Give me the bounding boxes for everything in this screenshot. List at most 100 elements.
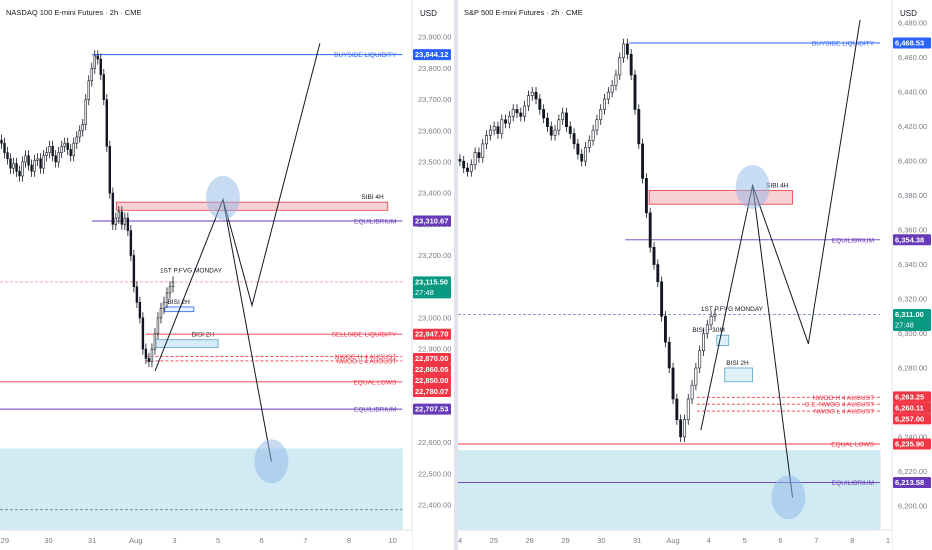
candle-body: [572, 133, 576, 145]
candle-body: [159, 308, 163, 319]
candle-body: [0, 139, 3, 144]
zone-box: [458, 450, 881, 531]
candle-body: [81, 124, 84, 132]
price-tag-bg: [893, 234, 931, 246]
price-tick-label: 23,500.00: [418, 157, 451, 166]
level-label: NWOG L 4 AUGUST: [814, 409, 874, 416]
candle-body: [622, 43, 626, 59]
candle-body: [496, 126, 500, 134]
candle-body: [519, 112, 523, 117]
zone-label: BISI 2H: [726, 360, 749, 367]
target-circle: [771, 475, 806, 520]
price-tag-bg: [893, 402, 931, 414]
candle-body: [96, 55, 99, 60]
candle-body: [530, 91, 534, 96]
candle-body: [660, 281, 664, 317]
candle-body: [132, 255, 136, 288]
target-circle: [205, 175, 240, 220]
time-tick-label: 5: [743, 536, 747, 545]
candle-body: [168, 286, 172, 294]
panel-divider[interactable]: [454, 0, 458, 550]
candle-body: [698, 350, 702, 369]
candle-body: [150, 348, 154, 362]
candle-body: [690, 384, 694, 400]
level-label: C.E. NWOG 4 AUGUST: [805, 402, 874, 409]
candle-body: [102, 74, 105, 100]
candle-body: [591, 129, 595, 141]
level-label: EQUILIBRIUM: [354, 219, 396, 226]
candle-body: [9, 158, 12, 169]
nasdaq-chart-svg[interactable]: SIBI 4H BISI 2H BISI 2H BUYSIDE LIQUIDITY EQ…: [0, 0, 454, 550]
price-tag-bg: [893, 476, 931, 488]
time-tick-label: 30: [597, 536, 605, 545]
level-label: EQUAL LOWS: [831, 441, 874, 448]
candle-body: [542, 109, 546, 119]
level-label: SELLSIDE LIQUIDITY: [332, 332, 397, 339]
price-tag-bg: [413, 215, 451, 227]
candle-body: [120, 211, 124, 225]
price-tag-label: 22,870.00: [415, 354, 448, 363]
time-tick-label: 31: [633, 536, 641, 545]
price-tag-label: 6,263.25: [895, 392, 924, 401]
projection-path: [154, 43, 321, 372]
candle-body: [27, 155, 30, 166]
candle-body: [523, 105, 527, 117]
candle-body: [162, 302, 166, 309]
candle-body: [90, 68, 93, 82]
level-label: BUYSIDE LIQUIDITY: [334, 52, 397, 59]
candle-body: [511, 109, 515, 117]
candle-body: [538, 98, 542, 110]
candle-body: [606, 91, 610, 100]
chart-title: NASDAQ 100 E-mini Futures · 2h · CME: [6, 8, 141, 17]
candle-body: [75, 136, 78, 144]
projection-path-down: [752, 185, 793, 498]
price-tick-label: 23,600.00: [418, 126, 451, 135]
zone-label: SIBI 4H: [361, 194, 384, 201]
candle-body: [24, 155, 27, 163]
price-tick-label: 6,480.00: [898, 19, 927, 28]
target-circle: [735, 164, 770, 209]
price-tag-bg: [413, 363, 451, 375]
candle-body: [709, 315, 713, 326]
candle-body: [580, 153, 584, 162]
price-tag-bg: [893, 37, 931, 49]
candle-body: [63, 142, 66, 147]
time-tick-label: 7: [814, 536, 818, 545]
candle-body: [557, 119, 561, 131]
price-tag-label: 23,844.12: [415, 50, 448, 59]
candle-body: [84, 99, 87, 125]
candle-body: [644, 178, 648, 214]
candle-body: [3, 142, 6, 153]
price-tick-label: 22,500.00: [418, 469, 451, 478]
time-tick-label: 31: [88, 536, 96, 545]
candle-body: [144, 348, 148, 359]
nasdaq-chart-panel[interactable]: SIBI 4H BISI 2H BISI 2H BUYSIDE LIQUIDITY EQ…: [0, 0, 454, 550]
price-tag-label: 6,468.53: [895, 39, 924, 48]
time-tick-label: 24: [458, 536, 462, 545]
price-tick-label: 23,800.00: [418, 64, 451, 73]
candle-body: [36, 158, 39, 161]
projection-path: [700, 19, 861, 431]
candle-body: [66, 142, 69, 150]
price-tag-bg: [413, 403, 451, 415]
time-tick-label: 7: [303, 536, 307, 545]
price-tick-label: 6,340.00: [898, 260, 927, 269]
price-tick-label: 23,200.00: [418, 251, 451, 260]
price-tag-label: 6,257.00: [895, 414, 924, 423]
price-tick-label: 6,400.00: [898, 157, 927, 166]
price-tick-label: 6,320.00: [898, 295, 927, 304]
candle-body: [625, 43, 629, 55]
time-tick-label: 29: [1, 536, 9, 545]
price-tag-bg: [413, 328, 451, 340]
candle-body: [679, 419, 683, 438]
candle-body: [534, 91, 538, 100]
price-tag-label: 6,354.38: [895, 235, 924, 244]
time-tick-label: Aug: [129, 536, 142, 545]
candle-body: [584, 147, 587, 162]
zone-box: [0, 448, 403, 531]
price-tick-label: 6,360.00: [898, 226, 927, 235]
price-tag-label: 23,310.67: [415, 217, 448, 226]
candle-body: [138, 302, 142, 319]
